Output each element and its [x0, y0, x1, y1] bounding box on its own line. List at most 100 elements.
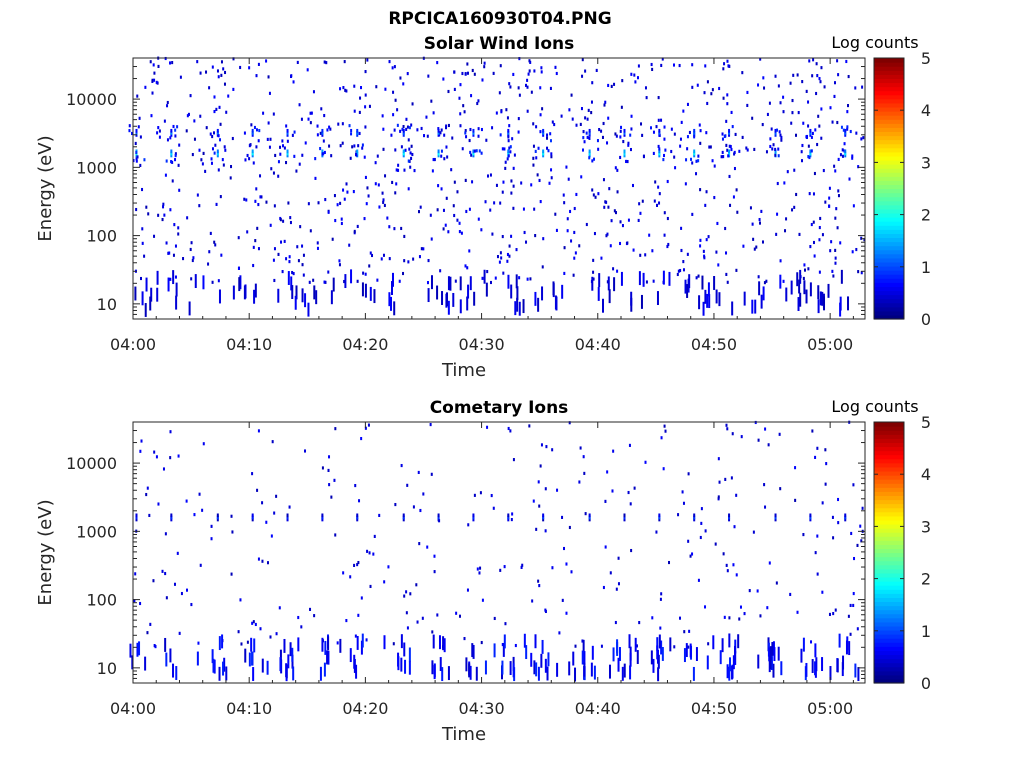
- low-energy-cell: [502, 642, 505, 657]
- colorbar-segment: [874, 66, 904, 71]
- peak-cell: [135, 130, 138, 135]
- low-energy-cell: [608, 289, 611, 304]
- peak-cell: [658, 513, 661, 518]
- heatmap-cell: [220, 73, 223, 77]
- low-energy-cell: [650, 650, 653, 665]
- heatmap-cell: [469, 150, 472, 154]
- low-energy-cell: [583, 651, 586, 665]
- heatmap-cell: [512, 166, 515, 170]
- low-energy-cell: [218, 666, 221, 681]
- low-energy-cell: [291, 647, 294, 662]
- heatmap-cell: [727, 154, 730, 158]
- heatmap-cell: [316, 133, 319, 137]
- heatmap-cell: [273, 278, 276, 283]
- heatmap-cell: [361, 146, 364, 150]
- heatmap-cell: [458, 221, 461, 225]
- heatmap-cell: [730, 110, 733, 115]
- heatmap-cell: [523, 230, 526, 235]
- heatmap-cell: [620, 105, 623, 109]
- heatmap-cell: [673, 155, 676, 159]
- heatmap-cell: [650, 126, 653, 130]
- heatmap-cell: [196, 193, 199, 197]
- peak-cell: [437, 128, 440, 133]
- peak-cell: [542, 517, 545, 522]
- heatmap-cell: [239, 65, 242, 70]
- heatmap-cell: [402, 125, 405, 129]
- heatmap-cell: [645, 280, 648, 284]
- heatmap-cell: [257, 62, 260, 66]
- low-energy-cell: [254, 283, 257, 298]
- heatmap-cell: [759, 57, 762, 61]
- heatmap-cell: [231, 136, 234, 141]
- heatmap-cell: [554, 212, 557, 216]
- low-energy-cell: [768, 647, 771, 662]
- peak-cell: [809, 149, 812, 154]
- peak-cell: [658, 133, 661, 137]
- colorbar-segment: [874, 601, 904, 607]
- low-energy-cell: [656, 637, 659, 652]
- heatmap-cell: [407, 138, 410, 142]
- low-energy-cell: [530, 652, 533, 667]
- heatmap-cell: [819, 80, 822, 84]
- heatmap-cell: [614, 166, 617, 170]
- low-energy-cell: [172, 270, 175, 285]
- heatmap-cell: [728, 174, 731, 179]
- heatmap-cell: [540, 66, 543, 70]
- heatmap-cell: [591, 81, 594, 85]
- heatmap-cell: [333, 194, 336, 198]
- heatmap-cell: [368, 264, 371, 268]
- heatmap-cell: [199, 71, 202, 75]
- low-energy-cell: [715, 289, 718, 304]
- colorbar-segment: [874, 90, 904, 96]
- heatmap-cell: [699, 141, 702, 145]
- heatmap-cell: [802, 276, 805, 281]
- heatmap-cell: [570, 239, 573, 243]
- heatmap-cell: [217, 279, 220, 283]
- heatmap-cell: [288, 255, 291, 259]
- heatmap-cell: [198, 148, 201, 152]
- peak-cell: [356, 151, 359, 156]
- heatmap-cell: [286, 139, 289, 143]
- heatmap-cell: [666, 216, 669, 221]
- low-energy-cell: [630, 291, 633, 306]
- heatmap-cell: [374, 161, 377, 165]
- heatmap-cell: [619, 135, 622, 139]
- heatmap-cell: [818, 77, 821, 81]
- heatmap-cell: [763, 86, 766, 90]
- heatmap-cell: [219, 195, 222, 199]
- heatmap-cell: [606, 141, 609, 145]
- colorbar-segment: [874, 274, 904, 279]
- heatmap-cell: [375, 85, 378, 89]
- heatmap-cell: [537, 579, 540, 583]
- heatmap-cell: [670, 149, 673, 154]
- heatmap-cell: [499, 133, 502, 137]
- low-energy-cell: [467, 284, 470, 299]
- low-energy-cell: [555, 296, 558, 311]
- low-energy-cell: [658, 634, 661, 649]
- heatmap-cell: [784, 229, 787, 233]
- heatmap-cell: [810, 640, 813, 644]
- heatmap-cell: [377, 183, 380, 187]
- heatmap-cell: [625, 159, 628, 164]
- colorbar-tick-label: 2: [921, 570, 931, 589]
- low-energy-cell: [279, 657, 282, 672]
- heatmap-cell: [816, 534, 819, 538]
- peak-cell: [809, 513, 812, 518]
- heatmap-cell: [198, 492, 201, 496]
- colorbar-segment: [874, 581, 904, 586]
- heatmap-cell: [724, 477, 727, 481]
- heatmap-cell: [524, 83, 527, 87]
- heatmap-cell: [341, 141, 344, 145]
- heatmap-cell: [805, 89, 808, 93]
- heatmap-cell: [759, 614, 762, 618]
- heatmap-cell: [340, 217, 343, 221]
- heatmap-cell: [432, 157, 435, 162]
- heatmap-cell: [862, 136, 865, 140]
- heatmap-cell: [406, 626, 409, 630]
- colorbar-segment: [874, 568, 904, 574]
- heatmap-cell: [232, 57, 235, 61]
- x-tick-label: 04:00: [110, 699, 156, 718]
- peak-cell: [623, 128, 626, 133]
- heatmap-cell: [508, 124, 511, 128]
- heatmap-cell: [432, 111, 435, 115]
